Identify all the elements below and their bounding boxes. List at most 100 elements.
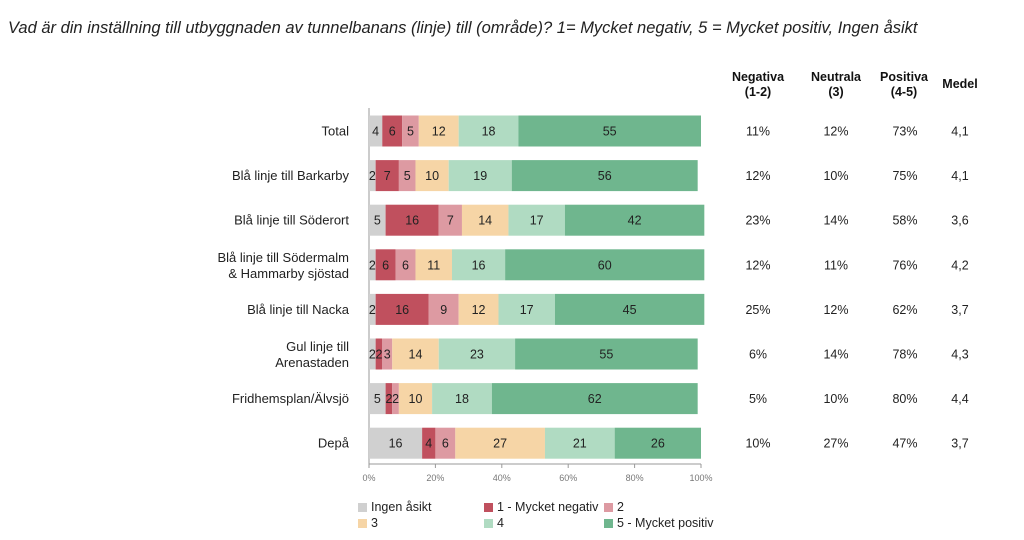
data-label: 10 bbox=[409, 392, 423, 406]
bar-segment bbox=[415, 249, 452, 281]
medel-value: 4,4 bbox=[951, 392, 968, 406]
legend-swatch bbox=[484, 502, 493, 512]
data-label: 12 bbox=[432, 125, 446, 139]
category-label: Blå linje till Barkarby bbox=[232, 168, 350, 183]
data-label: 45 bbox=[623, 303, 637, 317]
bar-segment bbox=[385, 204, 439, 236]
bar-segment bbox=[369, 204, 386, 236]
legend-item: 4 bbox=[484, 516, 504, 530]
header-neutrala: Neutrala (3) bbox=[800, 70, 872, 100]
bar-segment bbox=[458, 115, 519, 147]
legend-label: 2 bbox=[617, 500, 624, 514]
positiva-value: 58% bbox=[892, 214, 917, 228]
data-label: 55 bbox=[599, 348, 613, 362]
x-tick-label: 40% bbox=[493, 473, 511, 483]
data-label: 2 bbox=[369, 348, 376, 362]
data-label: 16 bbox=[395, 303, 409, 317]
data-label: 21 bbox=[573, 437, 587, 451]
neutrala-value: 12% bbox=[823, 125, 848, 139]
data-label: 4 bbox=[425, 437, 432, 451]
x-tick-label: 60% bbox=[559, 473, 577, 483]
data-label: 62 bbox=[588, 392, 602, 406]
data-label: 60 bbox=[598, 258, 612, 272]
data-label: 18 bbox=[482, 125, 496, 139]
bar-segment bbox=[432, 383, 492, 415]
data-label: 14 bbox=[409, 348, 423, 362]
medel-value: 4,1 bbox=[951, 169, 968, 183]
data-label: 6 bbox=[442, 437, 449, 451]
bar-segment bbox=[398, 383, 433, 415]
data-label: 55 bbox=[603, 125, 617, 139]
x-tick-label: 20% bbox=[426, 473, 444, 483]
negativa-value: 25% bbox=[745, 303, 770, 317]
negativa-value: 12% bbox=[745, 169, 770, 183]
legend-swatch bbox=[358, 518, 367, 528]
legend-swatch bbox=[358, 502, 367, 512]
neutrala-value: 27% bbox=[823, 437, 848, 451]
legend-item: 3 bbox=[358, 516, 378, 530]
data-label: 2 bbox=[369, 258, 376, 272]
data-label: 3 bbox=[384, 348, 391, 362]
header-positiva-line2: (4-5) bbox=[890, 85, 918, 99]
bar-segment bbox=[392, 338, 439, 370]
data-label: 10 bbox=[425, 169, 439, 183]
legend-swatch bbox=[604, 502, 613, 512]
header-positiva: Positiva (4-5) bbox=[868, 70, 940, 100]
bar-segment bbox=[382, 115, 403, 147]
category-label: Arenastaden bbox=[275, 355, 349, 370]
chart-title: Vad är din inställning till utbyggnaden … bbox=[8, 19, 918, 37]
bar-segment bbox=[498, 293, 555, 325]
positiva-value: 47% bbox=[892, 437, 917, 451]
bar-segment bbox=[505, 249, 705, 281]
legend-swatch bbox=[484, 518, 493, 528]
positiva-value: 62% bbox=[892, 303, 917, 317]
data-label: 5 bbox=[404, 169, 411, 183]
positiva-value: 80% bbox=[892, 392, 917, 406]
data-label: 5 bbox=[374, 392, 381, 406]
bar-segment bbox=[369, 249, 376, 281]
header-medel: Medel bbox=[942, 77, 978, 91]
bar-segment bbox=[554, 293, 705, 325]
bar-segment bbox=[369, 293, 376, 325]
negativa-value: 11% bbox=[746, 125, 770, 139]
header-neutrala-line2: (3) bbox=[828, 85, 844, 99]
header-negativa-line1: Negativa bbox=[731, 70, 785, 84]
neutrala-value: 12% bbox=[823, 303, 848, 317]
category-label: Blå linje till Södermalm bbox=[218, 250, 350, 265]
legend-label: 5 - Mycket positiv bbox=[617, 516, 714, 530]
bar-segment bbox=[392, 383, 399, 415]
bar-segment bbox=[515, 338, 698, 370]
bar-segment bbox=[369, 383, 386, 415]
legend-label: 1 - Mycket negativ bbox=[497, 500, 599, 514]
data-label: 11 bbox=[427, 258, 440, 272]
negativa-value: 12% bbox=[745, 258, 770, 272]
data-label: 16 bbox=[405, 214, 419, 228]
bar-segment bbox=[518, 115, 701, 147]
negativa-value: 6% bbox=[749, 348, 767, 362]
data-label: 14 bbox=[478, 214, 492, 228]
bar-segment bbox=[375, 338, 383, 370]
bar-segment bbox=[375, 249, 396, 281]
data-label: 42 bbox=[628, 214, 642, 228]
legend-item: 5 - Mycket positiv bbox=[604, 516, 714, 530]
data-label: 9 bbox=[440, 303, 447, 317]
category-label: Gul linje till bbox=[286, 339, 349, 354]
bar-segment bbox=[461, 204, 509, 236]
data-label: 2 bbox=[392, 392, 399, 406]
legend-label: 4 bbox=[497, 516, 504, 530]
header-positiva-line1: Positiva bbox=[880, 70, 928, 84]
category-label: Depå bbox=[318, 436, 350, 451]
legend-item: 2 bbox=[604, 500, 624, 514]
data-label: 17 bbox=[530, 214, 544, 228]
bar-segment bbox=[422, 427, 436, 459]
bar-segment bbox=[544, 427, 615, 459]
bar-segment bbox=[369, 427, 423, 459]
bar-segment bbox=[398, 160, 416, 192]
data-label: 2 bbox=[375, 348, 382, 362]
category-label: & Hammarby sjöstad bbox=[228, 266, 349, 281]
header-negativa: Negativa (1-2) bbox=[722, 70, 794, 100]
x-tick-label: 0% bbox=[362, 473, 375, 483]
legend-item: Ingen åsikt bbox=[358, 500, 431, 514]
bar-segment bbox=[418, 115, 459, 147]
